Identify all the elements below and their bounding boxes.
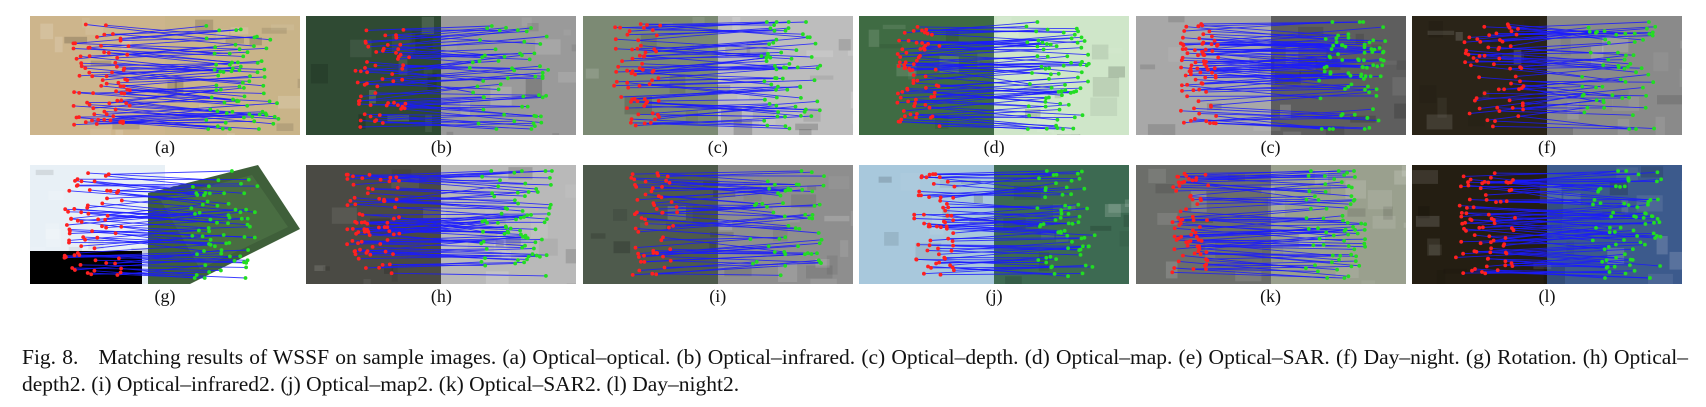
match-image-day-night2: [1411, 165, 1682, 284]
match-image-optical-depth2: [306, 165, 577, 284]
match-image-day-night: [1411, 16, 1682, 135]
figure-caption: Fig. 8. Matching results of WSSF on sampl…: [22, 344, 1688, 398]
match-image-optical-infrared2: [582, 165, 853, 284]
match-image-optical-map: [859, 16, 1130, 135]
subfigure-label: (g): [154, 286, 176, 306]
subfigure-label: (a): [155, 137, 175, 157]
subfigure-label: (h): [430, 286, 452, 306]
subfigure-h: (h): [306, 165, 577, 308]
match-image-optical-map2: [859, 165, 1130, 284]
subfigure-label: (d): [983, 137, 1005, 157]
match-image-rotation: [30, 165, 300, 284]
subfigure-d: (d): [859, 16, 1130, 159]
subfigure-l: (l): [1411, 165, 1682, 308]
caption-text: Matching results of WSSF on sample image…: [22, 345, 1688, 396]
subfigure-label: (b): [430, 137, 452, 157]
subfigure-j: (j): [859, 165, 1130, 308]
subfigure-e: (c): [1135, 16, 1406, 159]
subfigure-f: (f): [1411, 16, 1682, 159]
subfigure-c: (c): [582, 16, 853, 159]
subfigure-label: (l): [1538, 286, 1556, 306]
subfigure-label: (k): [1260, 286, 1282, 306]
subfigure-label: (c): [707, 137, 728, 157]
subfigure-i: (i): [582, 165, 853, 308]
subfigure-label: (i): [709, 286, 727, 306]
subfigure-b: (b): [306, 16, 577, 159]
figure-row-1: (a) (b) (c) (d) (c) (f): [30, 16, 1682, 159]
match-image-optical-depth: [582, 16, 853, 135]
figure-number: Fig. 8.: [22, 345, 79, 369]
figure-row-2: (g) (h) (i) (j) (k) (l): [30, 165, 1682, 308]
subfigure-label: (c): [1260, 137, 1281, 157]
subfigure-label: (f): [1537, 137, 1556, 157]
figure-grid: (a) (b) (c) (d) (c) (f) (g) (h): [30, 16, 1682, 308]
subfigure-k: (k): [1135, 165, 1406, 308]
subfigure-label: (j): [985, 286, 1003, 306]
subfigure-a: (a): [30, 16, 300, 159]
match-image-optical-infrared: [306, 16, 577, 135]
match-image-optical-sar: [1135, 16, 1406, 135]
match-image-optical-sar2: [1135, 165, 1406, 284]
subfigure-g: (g): [30, 165, 300, 308]
match-image-optical-optical: [30, 16, 300, 135]
